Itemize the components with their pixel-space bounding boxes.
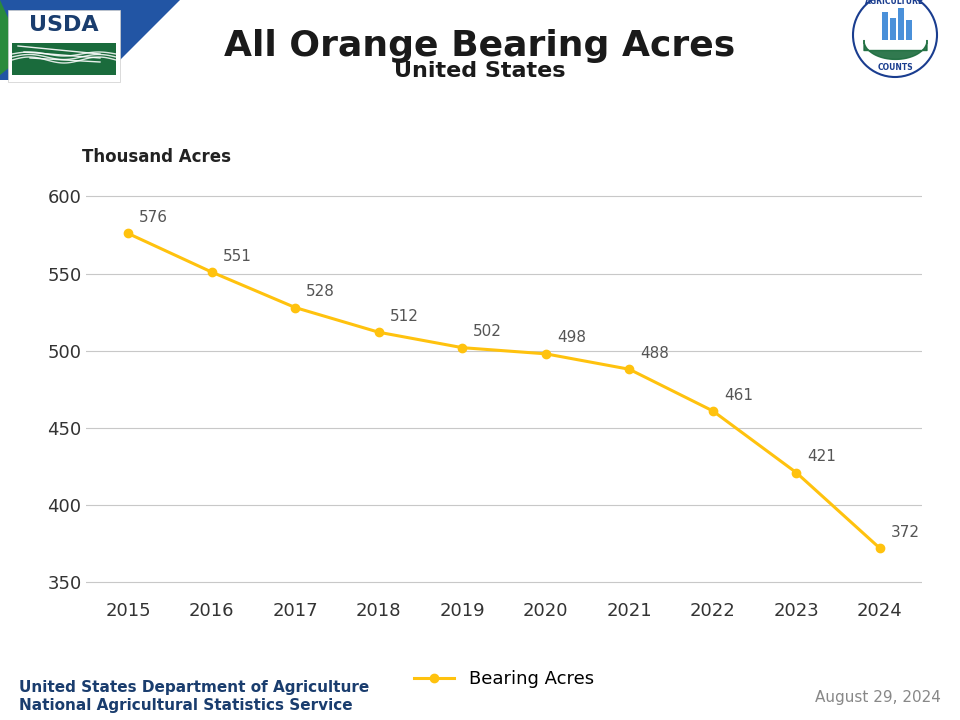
- Text: 528: 528: [306, 284, 335, 300]
- Text: AGRICULTURE: AGRICULTURE: [865, 0, 924, 6]
- Text: United States Department of Agriculture: United States Department of Agriculture: [19, 680, 370, 696]
- Polygon shape: [0, 0, 160, 60]
- Text: National Agricultural Statistics Service: National Agricultural Statistics Service: [19, 698, 353, 714]
- Bar: [898, 8, 904, 40]
- Text: 551: 551: [223, 248, 252, 264]
- Text: 502: 502: [473, 324, 502, 339]
- Text: Thousand Acres: Thousand Acres: [82, 148, 230, 166]
- Text: COUNTS: COUNTS: [877, 63, 913, 71]
- Bar: [12, 43, 116, 75]
- Text: 488: 488: [640, 346, 669, 361]
- Bar: [890, 18, 896, 40]
- Text: 461: 461: [724, 387, 753, 402]
- Text: 512: 512: [390, 309, 419, 324]
- FancyBboxPatch shape: [8, 10, 120, 82]
- Text: 372: 372: [891, 525, 920, 540]
- Text: All Orange Bearing Acres: All Orange Bearing Acres: [225, 29, 735, 63]
- Circle shape: [853, 0, 937, 77]
- Text: 498: 498: [557, 330, 586, 346]
- Text: 421: 421: [807, 449, 836, 464]
- Text: United States: United States: [395, 61, 565, 81]
- Text: 576: 576: [139, 210, 168, 225]
- Polygon shape: [0, 0, 180, 80]
- Legend: Bearing Acres: Bearing Acres: [407, 663, 601, 696]
- Bar: [882, 12, 888, 40]
- Polygon shape: [0, 0, 25, 75]
- Text: August 29, 2024: August 29, 2024: [815, 690, 941, 705]
- Bar: [906, 20, 912, 40]
- Text: USDA: USDA: [29, 15, 99, 35]
